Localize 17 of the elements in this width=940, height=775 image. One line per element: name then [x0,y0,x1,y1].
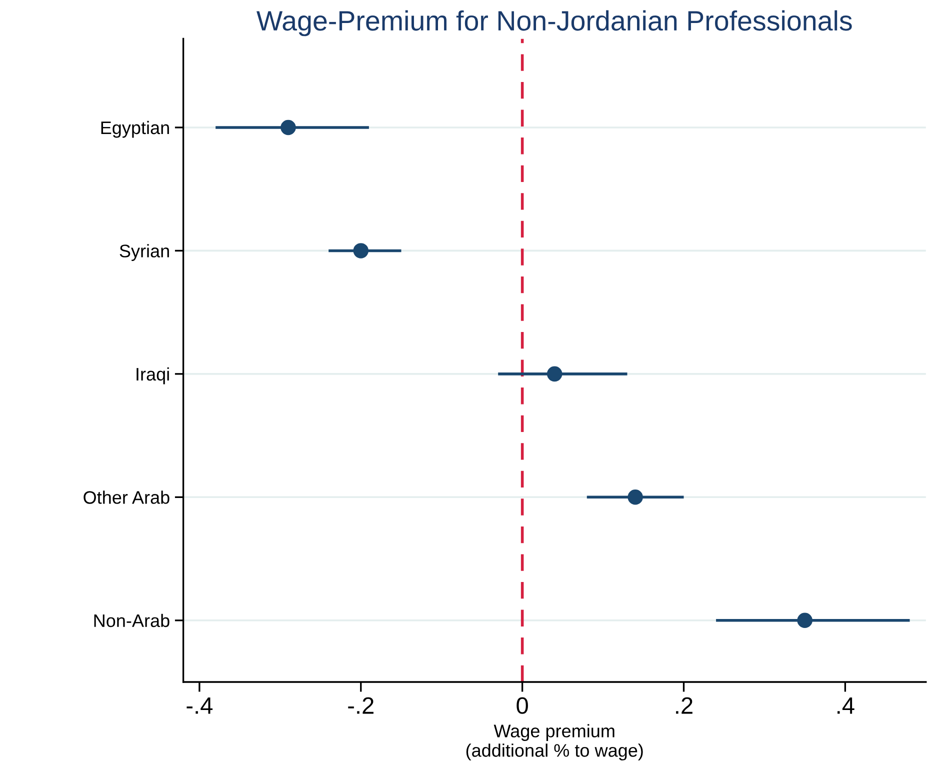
point [353,243,369,258]
x-tick-label: .2 [676,697,692,714]
point [280,120,296,136]
point [546,366,562,382]
y-tick-label: Syrian [120,244,169,261]
y-tick-label: Iraqi [136,367,169,384]
y-tick-label: Other Arab [84,490,170,504]
x-axis-title: Wage premium (additional % to wage) [466,724,643,760]
point [628,490,643,505]
y-tick-label: Egyptian [101,120,169,138]
x-tick-label: .4 [837,697,854,714]
y-tick-label: Non-Arab [94,614,170,628]
x-tick-label: -.4 [186,697,213,714]
x-tick-label: -.2 [348,697,374,714]
chart-title: Wage-Premium for Non-Jordanian Professionals [256,10,852,36]
x-tick-label: 0 [516,697,528,714]
point [797,612,812,628]
